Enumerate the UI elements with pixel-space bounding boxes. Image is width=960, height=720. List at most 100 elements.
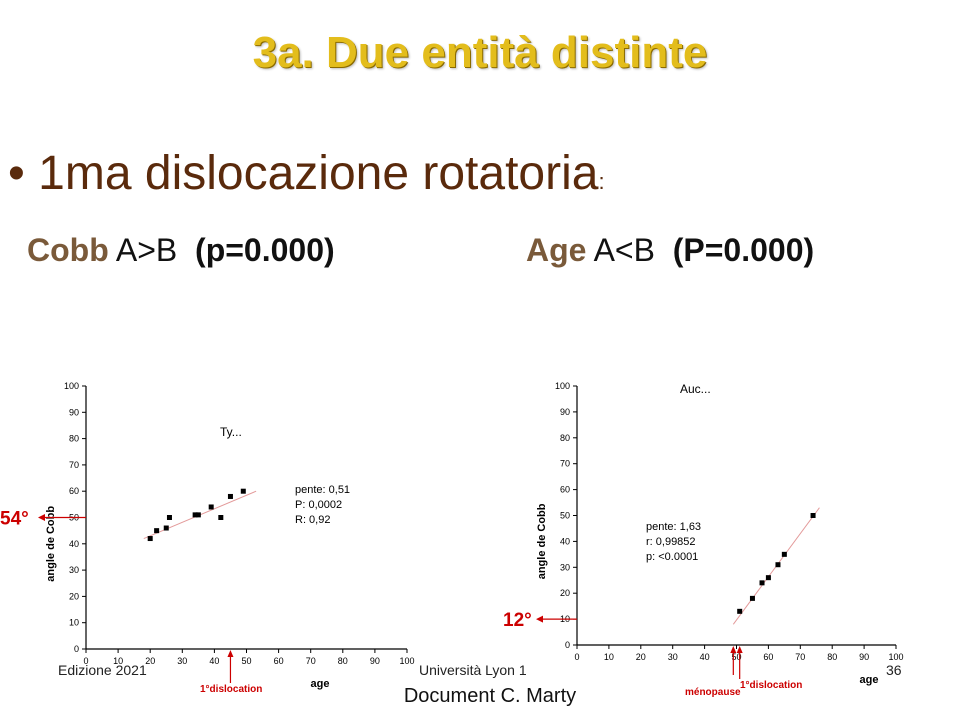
chart-typical-point: [166, 515, 172, 520]
chart-auc-x-tick-label: 0: [574, 652, 579, 662]
chart-typical-stat-line: R: 0,92: [295, 514, 330, 526]
chart-auc-y-tick-label: 20: [560, 588, 570, 598]
chart-auc-point: [781, 551, 787, 557]
bullet-dot: •: [8, 147, 25, 200]
chart-auc-stat-line: p: <0.0001: [646, 551, 698, 563]
chart-typical-x-axis-label: age: [311, 678, 330, 690]
bullet-suffix: :: [598, 169, 605, 194]
chart-typical-point: [218, 515, 224, 520]
slide-title: 3a. Due entità distinte: [252, 28, 708, 77]
chart-auc-x-tick-label: 90: [859, 652, 869, 662]
chart-typical-point: [208, 504, 214, 510]
chart-auc-point: [737, 608, 743, 614]
chart-typical-x-tick-label: 0: [83, 656, 88, 666]
chart-auc-x-tick-label: 100: [888, 652, 903, 662]
chart-typical-x-tick-label: 80: [338, 656, 348, 666]
chart-auc-y-marker-arrow: [536, 615, 543, 623]
footer-page-number: 36: [886, 662, 902, 678]
cobb-keyword: Cobb: [27, 232, 109, 268]
chart-auc-y-tick-label: 70: [560, 459, 570, 469]
chart-typical-y-tick-label: 30: [69, 565, 79, 575]
chart-auc-y-axis-label: angle de Cobb: [536, 503, 548, 579]
chart-typical: 0 10 20 30 40 50 60 70 80 90 100 0 10 20 30 40 50 60 70 80 9…: [0, 370, 420, 705]
chart-auc-point: [759, 580, 765, 586]
chart-auc-x-marker2-arrow: [730, 646, 737, 653]
chart-auc-x-tick-label: 40: [700, 652, 710, 662]
chart-typical-point: [195, 512, 201, 518]
chart-auc-y-tick-label: 0: [565, 640, 570, 650]
chart-typical-y-tick-label: 40: [69, 539, 79, 549]
chart-auc-x-tick-label: 60: [763, 652, 773, 662]
chart-auc-point: [810, 513, 816, 518]
chart-auc-y-tick-label: 80: [560, 433, 570, 443]
chart-auc-x-tick-label: 20: [636, 652, 646, 662]
chart-auc-x-tick-label: 70: [795, 652, 805, 662]
chart-typical-point: [227, 493, 233, 499]
chart-auc-stat-line: r: 0,99852: [646, 536, 696, 548]
bullet-text: 1ma dislocazione rotatoria: [38, 147, 599, 200]
chart-typical-y-tick-label: 80: [69, 434, 79, 444]
chart-typical-x-tick-label: 90: [370, 656, 380, 666]
chart-typical-point: [154, 528, 160, 534]
chart-auc-y-tick-label: 90: [560, 407, 570, 417]
chart-typical-y-tick-label: 60: [69, 486, 79, 496]
chart-typical-x-tick-label: 10: [113, 656, 123, 666]
chart-typical-x-tick-label: 60: [274, 656, 284, 666]
chart-typical-y-tick-label: 20: [69, 591, 79, 601]
chart-typical-y-tick-label: 0: [74, 644, 79, 654]
chart-auc-y-tick-label: 50: [560, 511, 570, 521]
bullet-point: • 1ma dislocazione rotatoria:: [8, 146, 605, 201]
chart-typical-x-tick-label: 40: [209, 656, 219, 666]
chart-typical-x-marker-label: 1°dislocation: [200, 684, 262, 695]
age-comparison: Age A<B (P=0.000): [526, 232, 814, 269]
chart-typical-point: [192, 512, 198, 518]
chart-auc-point: [749, 595, 755, 601]
chart-auc-y-tick-label: 100: [555, 381, 570, 391]
chart-typical-stat-line: P: 0,0002: [295, 499, 342, 511]
chart-auc-stat-line: pente: 1,63: [646, 521, 701, 533]
chart-typical-x-tick-label: 70: [306, 656, 316, 666]
chart-typical-y-tick-label: 90: [69, 407, 79, 417]
chart-typical-point: [147, 536, 153, 542]
chart-auc-x-tick-label: 10: [604, 652, 614, 662]
chart-auc-x-marker-label: 1°dislocation: [740, 680, 802, 691]
cobb-comparison: Cobb A>B (p=0.000): [27, 232, 335, 269]
chart-typical-point: [240, 488, 246, 494]
chart-auc-y-tick-label: 40: [560, 536, 570, 546]
age-relation: A<B: [593, 232, 655, 268]
age-pvalue: (P=0.000): [672, 232, 815, 268]
chart-auc-x-tick-label: 50: [731, 652, 741, 662]
chart-auc-x-tick-label: 30: [668, 652, 678, 662]
chart-auc-y-tick-label: 30: [560, 562, 570, 572]
chart-auc-x-tick-label: 80: [827, 652, 837, 662]
chart-typical-x-tick-label: 50: [241, 656, 251, 666]
chart-typical-x-marker-arrow: [227, 650, 234, 657]
footer-source: Document C. Marty: [403, 685, 577, 707]
cobb-relation: A>B: [115, 232, 178, 268]
chart-typical-y-axis-label: angle de Cobb: [45, 506, 57, 582]
chart-typical-x-tick-label: 30: [177, 656, 187, 666]
chart-auc-point: [765, 575, 771, 581]
chart-auc-y-marker-label: 12°: [503, 610, 532, 631]
chart-typical-x-tick-label: 20: [145, 656, 155, 666]
chart-auc-x-marker-arrow: [736, 646, 743, 653]
chart-auc-title: Auc...: [680, 382, 711, 396]
age-keyword: Age: [526, 232, 587, 268]
chart-auc-y-tick-label: 60: [560, 485, 570, 495]
footer-university: Università Lyon 1: [419, 662, 527, 678]
chart-typical-y-marker-arrow: [38, 514, 45, 521]
footer-edition: Edizione 2021: [58, 662, 147, 678]
chart-auc-x-axis-label: age: [860, 674, 879, 686]
chart-typical-y-marker-label: 54°: [0, 509, 29, 530]
chart-typical-y-tick-label: 100: [64, 381, 79, 391]
chart-typical-stat-line: pente: 0,51: [295, 484, 350, 496]
chart-typical-y-tick-label: 10: [69, 618, 79, 628]
chart-typical-y-tick-label: 70: [69, 460, 79, 470]
chart-typical-title: Ty...: [220, 425, 242, 439]
chart-auc-point: [775, 562, 781, 568]
chart-auc-x-marker2-label: ménopause: [685, 687, 741, 698]
cobb-pvalue: (p=0.000): [195, 232, 335, 268]
chart-typical-point: [163, 525, 169, 531]
